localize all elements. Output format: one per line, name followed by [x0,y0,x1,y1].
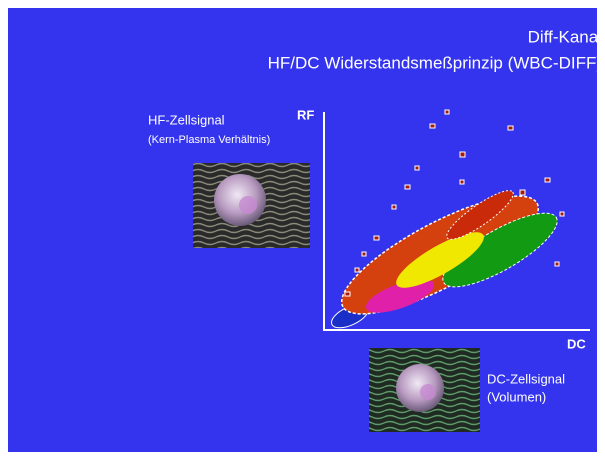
dc-label: DC-Zellsignal [487,371,565,386]
title: Diff-Kanal [528,27,602,46]
page: Diff-Kanal HF/DC Widerstandsmeßprinzip (… [0,0,605,460]
slide: Diff-Kanal HF/DC Widerstandsmeßprinzip (… [0,0,605,460]
hf-note: (Kern-Plasma Verhältnis) [148,134,270,146]
x-axis-label: DC [567,336,586,351]
dc-cell-image [369,348,480,432]
hf-label: HF-Zellsignal [148,112,225,127]
dc-note: (Volumen) [487,389,546,404]
y-axis-label: RF [297,107,314,122]
hf-cell-image [193,163,310,248]
subtitle: HF/DC Widerstandsmeßprinzip (WBC-DIFF) [268,53,602,72]
